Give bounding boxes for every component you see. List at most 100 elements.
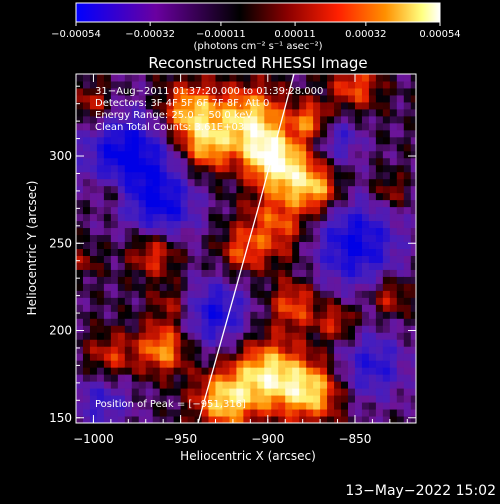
heatmap-cell — [201, 206, 210, 215]
heatmap-cell — [306, 311, 314, 319]
heatmap-cell — [250, 374, 258, 382]
heatmap-cell — [313, 318, 321, 326]
heatmap-cell — [76, 234, 84, 243]
heatmap-cell — [110, 157, 119, 166]
heatmap-cell — [201, 360, 210, 368]
heatmap-cell — [396, 346, 405, 354]
heatmap-cell — [306, 290, 314, 298]
heatmap-cell — [375, 360, 384, 368]
heatmap-cell — [131, 395, 140, 403]
heatmap-cell — [82, 311, 91, 319]
heatmap-cell — [292, 325, 300, 333]
heatmap-cell — [306, 318, 314, 326]
heatmap-cell — [215, 74, 223, 82]
heatmap-cell — [313, 409, 321, 417]
heatmap-cell — [201, 87, 210, 96]
heatmap-cell — [250, 206, 258, 215]
heatmap-cell — [124, 283, 133, 291]
heatmap-cell — [341, 339, 349, 347]
heatmap-cell — [348, 213, 356, 222]
heatmap-cell — [152, 262, 161, 270]
heatmap-cell — [264, 381, 272, 389]
heatmap-cell — [368, 325, 377, 333]
heatmap-cell — [159, 136, 168, 145]
heatmap-cell — [82, 409, 91, 417]
heatmap-cell — [124, 395, 133, 403]
heatmap-cell — [243, 171, 251, 180]
heatmap-cell — [341, 367, 349, 375]
heatmap-cell — [306, 255, 314, 263]
heatmap-cell — [208, 101, 216, 110]
heatmap-cell — [159, 339, 168, 347]
heatmap-cell — [131, 171, 140, 180]
heatmap-cell — [264, 409, 272, 417]
heatmap-cell — [201, 409, 210, 417]
heatmap-cell — [396, 122, 405, 131]
heatmap-cell — [320, 171, 328, 180]
heatmap-cell — [187, 409, 196, 417]
heatmap-cell — [145, 234, 154, 243]
heatmap-cell — [166, 150, 175, 159]
heatmap-cell — [410, 304, 416, 312]
heatmap-cell — [103, 290, 112, 298]
heatmap-cell — [82, 269, 91, 277]
heatmap-cell — [410, 220, 416, 229]
heatmap-cell — [187, 143, 196, 152]
footer-date: 13−May−2022 15:02 — [345, 483, 496, 499]
heatmap-cell — [361, 171, 370, 180]
heatmap-cell — [368, 255, 377, 263]
heatmap-cell — [229, 269, 237, 277]
heatmap-cell — [138, 283, 147, 291]
heatmap-cell — [159, 185, 168, 194]
heatmap-cell — [250, 115, 258, 124]
heatmap-cell — [124, 94, 133, 103]
heatmap-cell — [285, 297, 293, 305]
heatmap-cell — [389, 199, 398, 208]
heatmap-cell — [278, 157, 286, 166]
heatmap-cell — [299, 164, 307, 173]
heatmap-cell — [96, 304, 105, 312]
heatmap-cell — [110, 101, 119, 110]
heatmap-cell — [117, 157, 126, 166]
heatmap-cell — [278, 192, 286, 201]
heatmap-cell — [306, 164, 314, 173]
heatmap-cell — [341, 374, 349, 382]
heatmap-cell — [403, 234, 412, 243]
heatmap-cell — [180, 374, 189, 382]
heatmap-cell — [257, 178, 265, 187]
heatmap-cell — [250, 80, 258, 89]
heatmap-cell — [215, 206, 223, 215]
heatmap-cell — [152, 409, 161, 417]
heatmap-cell — [166, 409, 175, 417]
heatmap-cell — [138, 227, 147, 236]
heatmap-cell — [173, 199, 182, 208]
heatmap-cell — [152, 325, 161, 333]
heatmap-cell — [159, 220, 168, 229]
heatmap-cell — [271, 360, 279, 368]
heatmap-cell — [341, 255, 349, 263]
heatmap-cell — [368, 395, 377, 403]
heatmap-cell — [76, 94, 84, 103]
heatmap-cell — [327, 367, 335, 375]
heatmap-cell — [173, 374, 182, 382]
heatmap-cell — [341, 395, 349, 403]
heatmap-cell — [159, 80, 168, 89]
heatmap-cell — [159, 143, 168, 152]
heatmap-cell — [285, 206, 293, 215]
annotation-counts: Clean Total Counts: 3.61E+03 — [95, 122, 244, 133]
heatmap-cell — [110, 129, 119, 138]
heatmap-cell — [208, 143, 216, 152]
heatmap-cell — [264, 248, 272, 256]
heatmap-cell — [299, 234, 307, 243]
heatmap-cell — [194, 311, 203, 319]
heatmap-cell — [264, 178, 272, 187]
heatmap-cell — [82, 262, 91, 270]
heatmap-cell — [368, 304, 377, 312]
heatmap-cell — [173, 220, 182, 229]
heatmap-cell — [222, 220, 230, 229]
heatmap-cell — [299, 150, 307, 159]
heatmap-cell — [208, 304, 216, 312]
heatmap-cell — [145, 164, 154, 173]
heatmap-cell — [403, 395, 412, 403]
heatmap-cell — [152, 178, 161, 187]
